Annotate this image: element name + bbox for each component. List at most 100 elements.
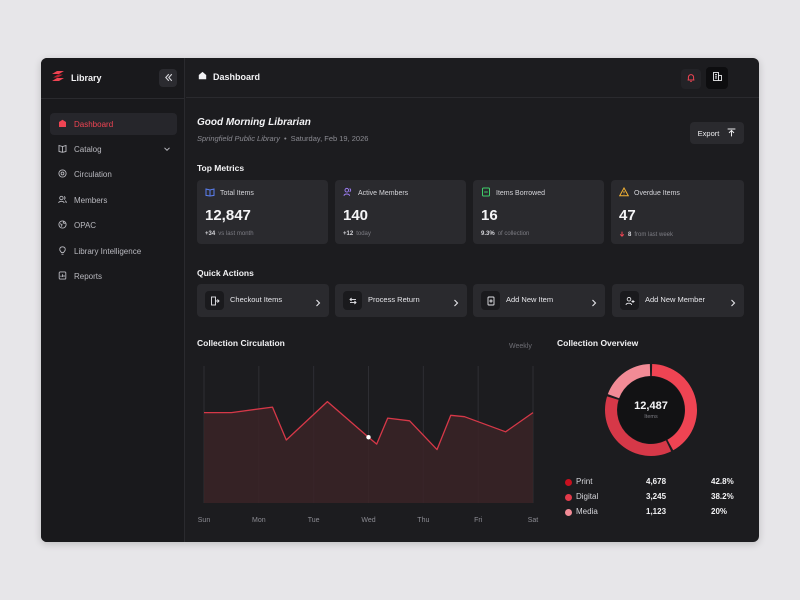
circulation-area <box>204 401 533 503</box>
collapse-sidebar-button[interactable] <box>159 69 177 87</box>
add-new-member-button[interactable]: Add New Member <box>612 284 744 317</box>
legend-row-digital: Digital 3,245 38.2% <box>565 492 735 504</box>
chevron-right-icon <box>314 295 322 313</box>
sidebar-item-dashboard[interactable]: Dashboard <box>50 113 177 135</box>
metric-card-active-members[interactable]: Active Members 140 +12 today <box>335 180 466 244</box>
donut-slice-print[interactable] <box>651 364 697 451</box>
metric-value: 47 <box>619 207 636 224</box>
legend-count: 1,123 <box>646 507 667 516</box>
collection-donut-chart <box>605 364 697 456</box>
metric-delta: +34 vs last month <box>205 231 254 237</box>
warning-icon <box>618 186 630 199</box>
metric-header: Overdue Items <box>618 186 680 199</box>
circulation-icon <box>58 168 67 180</box>
x-tick-label: Wed <box>361 517 375 524</box>
donut-total: 12,487 <box>634 400 668 412</box>
delta-value: +12 <box>343 231 354 237</box>
building-icon <box>712 69 723 87</box>
donut-hole <box>617 376 685 444</box>
legend-label: Digital <box>576 492 599 501</box>
separator-dot: • <box>283 134 287 143</box>
report-icon <box>58 270 67 282</box>
sidebar-item-members[interactable]: Members <box>50 189 177 211</box>
checkout-icon <box>205 291 224 310</box>
highlight-point <box>366 435 371 440</box>
globe-icon <box>58 219 67 231</box>
circulation-title: Collection Circulation <box>197 338 285 348</box>
legend-dot <box>565 494 572 501</box>
quick-action-label: Process Return <box>368 295 420 304</box>
sidebar-item-label: Members <box>74 195 108 205</box>
sidebar-divider <box>41 98 185 99</box>
legend-row-print: Print 4,678 42.8% <box>565 477 735 489</box>
metric-card-items-borrowed[interactable]: Items Borrowed 16 9.3% of collection <box>473 180 604 244</box>
top-bar: Dashboard <box>186 58 759 98</box>
metric-label: Active Members <box>358 189 409 197</box>
metric-value: 140 <box>343 207 369 224</box>
sidebar-item-label: Circulation <box>74 169 112 179</box>
metric-label: Total Items <box>220 189 254 197</box>
book-icon <box>58 144 67 155</box>
donut-slice-digital[interactable] <box>605 396 672 456</box>
legend-count: 4,678 <box>646 477 667 486</box>
metric-label: Overdue Items <box>634 189 680 197</box>
top-metrics-title: Top Metrics <box>197 163 245 173</box>
sidebar-item-label: Reports <box>74 271 103 281</box>
current-date: Saturday, Feb 19, 2026 <box>290 134 369 143</box>
metric-delta: 9.3% of collection <box>481 231 529 237</box>
delta-text: from last week <box>634 232 674 238</box>
delta-value: 9.3% <box>481 231 495 237</box>
circulation-area-chart: Sun Mon Tue Wed Thu Fri Sat <box>198 366 539 524</box>
chevron-down-icon <box>163 145 171 155</box>
x-tick-label: Sat <box>528 517 539 524</box>
delta-text: today <box>356 231 371 237</box>
delta-value: +34 <box>205 231 216 237</box>
legend-label: Print <box>576 477 593 486</box>
dashboard-icon <box>58 119 67 130</box>
legend-percent: 38.2% <box>711 492 734 501</box>
sidebar-item-label: Library Intelligence <box>74 246 142 256</box>
legend-dot <box>565 479 572 486</box>
x-tick-label: Mon <box>252 517 266 524</box>
x-tick-label: Thu <box>417 517 429 524</box>
legend-count: 3,245 <box>646 492 667 501</box>
metric-card-total-items[interactable]: Total Items 12,847 +34 vs last month <box>197 180 328 244</box>
add-new-item-button[interactable]: Add New Item <box>473 284 605 317</box>
bell-icon <box>686 70 696 88</box>
x-tick-label: Sun <box>198 517 211 524</box>
legend-label: Media <box>576 507 598 516</box>
brand[interactable]: Library <box>51 71 102 85</box>
sidebar-item-label: OPAC <box>74 220 97 230</box>
metric-label: Items Borrowed <box>496 189 546 197</box>
legend-percent: 42.8% <box>711 477 734 486</box>
chevron-right-icon <box>452 295 460 313</box>
sidebar-item-circulation[interactable]: Circulation <box>50 163 177 185</box>
bulb-icon <box>58 245 67 257</box>
delta-value: 8 <box>628 232 632 238</box>
metric-delta: +12 today <box>343 231 371 237</box>
period-selector[interactable]: Weekly <box>509 343 532 350</box>
greeting: Good Morning Librarian <box>197 117 311 128</box>
legend-dot <box>565 509 572 516</box>
x-tick-label: Tue <box>308 517 320 524</box>
sidebar-item-library-intelligence[interactable]: Library Intelligence <box>50 240 177 262</box>
legend-row-media: Media 1,123 20% <box>565 507 735 519</box>
sidebar-item-opac[interactable]: OPAC <box>50 214 177 236</box>
notifications-button[interactable] <box>681 69 701 89</box>
sidebar-item-reports[interactable]: Reports <box>50 265 177 287</box>
x-tick-label: Fri <box>474 517 483 524</box>
metric-header: Items Borrowed <box>481 187 545 199</box>
sidebar: Library Dashboard Catalog <box>41 58 185 542</box>
organization-button[interactable] <box>706 67 728 89</box>
export-button[interactable]: Export <box>690 122 744 144</box>
sidebar-item-catalog[interactable]: Catalog <box>50 138 177 160</box>
metric-delta: 8 from last week <box>619 231 673 239</box>
metric-card-overdue-items[interactable]: Overdue Items 47 8 from last week <box>611 180 744 244</box>
metric-header: Active Members <box>343 187 408 199</box>
checkout-items-button[interactable]: Checkout Items <box>197 284 329 317</box>
metric-value: 16 <box>481 207 498 224</box>
process-return-button[interactable]: Process Return <box>335 284 467 317</box>
book-open-icon <box>205 187 215 199</box>
donut-center: 12,487 Items <box>603 362 699 458</box>
donut-slice-media[interactable] <box>607 364 651 399</box>
